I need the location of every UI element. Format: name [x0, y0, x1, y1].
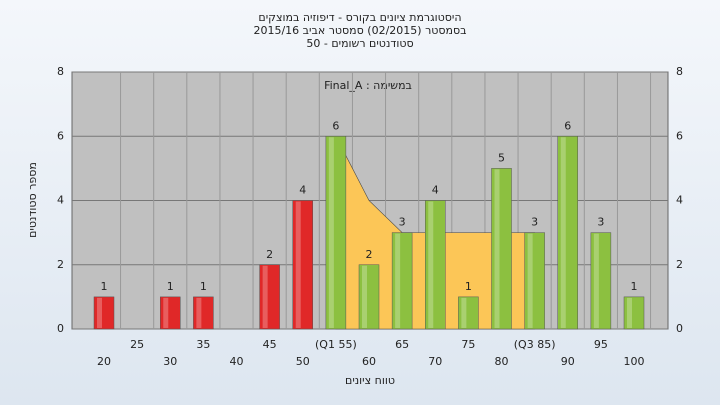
- x-tick-label: 60: [362, 355, 376, 368]
- y2-tick-label: 2: [676, 258, 683, 271]
- bar-highlight: [593, 233, 599, 328]
- value-label: 4: [432, 184, 439, 197]
- value-label: 1: [465, 280, 472, 293]
- bar: [425, 200, 446, 330]
- y-tick-label: 2: [57, 258, 64, 271]
- x-tick-label: 40: [230, 355, 244, 368]
- x-tick-label: 100: [624, 355, 645, 368]
- annotation: במשימה : Final_A: [324, 79, 412, 92]
- x-tick-label: 30: [163, 355, 177, 368]
- value-label: 1: [631, 280, 638, 293]
- value-label: 3: [531, 216, 538, 229]
- y-tick-label: 0: [57, 322, 64, 335]
- y2-tick-label: 8: [676, 65, 683, 78]
- y-axis-label: מספר סטודנטים: [26, 162, 39, 238]
- x-tick-label: 70: [428, 355, 442, 368]
- bar: [391, 232, 413, 330]
- y-tick-label: 6: [57, 129, 64, 142]
- bar: [358, 264, 380, 330]
- x-tick-label: 75: [461, 338, 475, 351]
- bar: [292, 200, 313, 330]
- bar-highlight: [627, 297, 632, 328]
- bar-highlight: [527, 233, 533, 328]
- bar-highlight: [428, 201, 434, 328]
- bar: [557, 136, 578, 330]
- bar-highlight: [295, 201, 301, 328]
- bar-highlight: [97, 297, 102, 328]
- x-tick-label: 90: [561, 355, 575, 368]
- x-tick-label: 95: [594, 338, 608, 351]
- value-label: 4: [299, 184, 306, 197]
- value-label: 2: [366, 248, 373, 261]
- bar: [623, 296, 645, 330]
- value-label: 1: [167, 280, 174, 293]
- x-tick-label: 20: [97, 355, 111, 368]
- bar: [590, 232, 612, 330]
- bar-highlight: [395, 233, 401, 328]
- bar-highlight: [461, 297, 467, 328]
- bar-highlight: [362, 265, 367, 328]
- bar: [160, 296, 181, 330]
- y-tick-label: 4: [57, 194, 64, 207]
- bar-highlight: [328, 137, 334, 328]
- bar: [458, 296, 479, 330]
- x-tick-label: 50: [296, 355, 310, 368]
- y2-tick-label: 4: [676, 194, 683, 207]
- bar: [524, 232, 545, 330]
- value-label: 6: [564, 119, 571, 132]
- bar-highlight: [163, 297, 169, 328]
- value-label: 3: [597, 216, 604, 229]
- x-axis-label: טווח ציונים: [345, 374, 395, 387]
- x-tick-label: (Q1 55): [315, 338, 357, 351]
- bar-highlight: [494, 169, 500, 328]
- bar: [93, 296, 115, 330]
- chart-subtitle: סטודנטים רשומים - 50: [306, 37, 413, 50]
- bar: [325, 136, 347, 330]
- bar-highlight: [196, 297, 202, 328]
- bar: [491, 168, 512, 330]
- value-label: 3: [399, 216, 406, 229]
- bar-highlight: [262, 265, 268, 328]
- value-label: 5: [498, 151, 505, 164]
- x-tick-label: 65: [395, 338, 409, 351]
- bar-highlight: [560, 137, 566, 328]
- x-tick-label: 80: [495, 355, 509, 368]
- value-label: 1: [101, 280, 108, 293]
- chart-title: היסטוגרמת ציונים בקורס - דיפוזיה במוצקים: [258, 11, 461, 24]
- x-tick-label: (Q3 85): [514, 338, 556, 351]
- y2-tick-label: 6: [676, 129, 683, 142]
- value-label: 2: [266, 248, 273, 261]
- y2-tick-label: 0: [676, 322, 683, 335]
- x-tick-label: 25: [130, 338, 144, 351]
- y-tick-label: 8: [57, 65, 64, 78]
- value-label: 1: [200, 280, 207, 293]
- chart-subtitle: בסמסטר (02/2015) סמסטר אביב 2015/16: [253, 24, 466, 37]
- value-label: 6: [332, 119, 339, 132]
- bar: [193, 296, 214, 330]
- x-tick-label: 45: [263, 338, 277, 351]
- bar: [259, 264, 280, 330]
- x-tick-label: 35: [196, 338, 210, 351]
